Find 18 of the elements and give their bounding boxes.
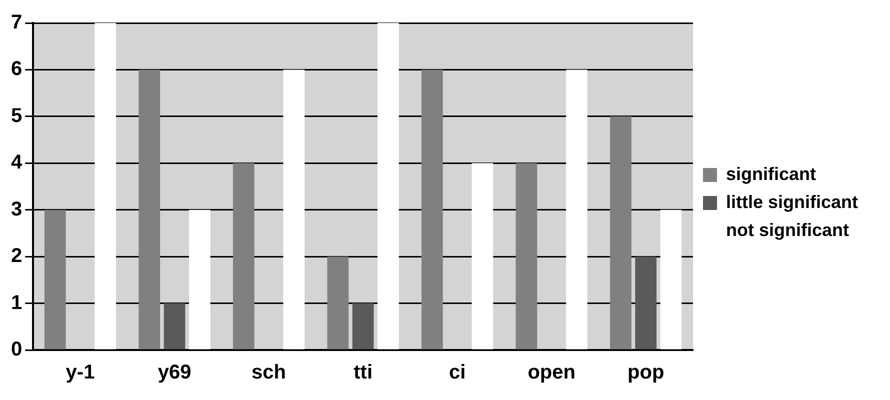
y-tick-label: 0 bbox=[11, 338, 22, 361]
legend-label: little significant bbox=[726, 192, 858, 212]
x-tick-label: y-1 bbox=[66, 362, 95, 384]
x-tick-label: sch bbox=[252, 362, 286, 384]
y-tick-label: 1 bbox=[11, 292, 22, 314]
y-tick-label: 4 bbox=[11, 152, 23, 174]
x-tick-label: ci bbox=[448, 362, 466, 384]
y-tick-label: 2 bbox=[11, 245, 22, 268]
x-tick-label: open bbox=[528, 362, 576, 384]
y-tick-label: 7 bbox=[11, 12, 22, 34]
x-tick-label: tti bbox=[354, 362, 372, 384]
y-tick-label: 5 bbox=[11, 104, 22, 127]
x-tick-label: y69 bbox=[158, 362, 192, 384]
text: not significant bbox=[726, 220, 849, 240]
legend-label: significant bbox=[726, 164, 816, 184]
x-tick-label: pop bbox=[628, 362, 664, 384]
y-tick-label: 6 bbox=[11, 58, 22, 80]
y-tick-label: 3 bbox=[11, 198, 22, 220]
